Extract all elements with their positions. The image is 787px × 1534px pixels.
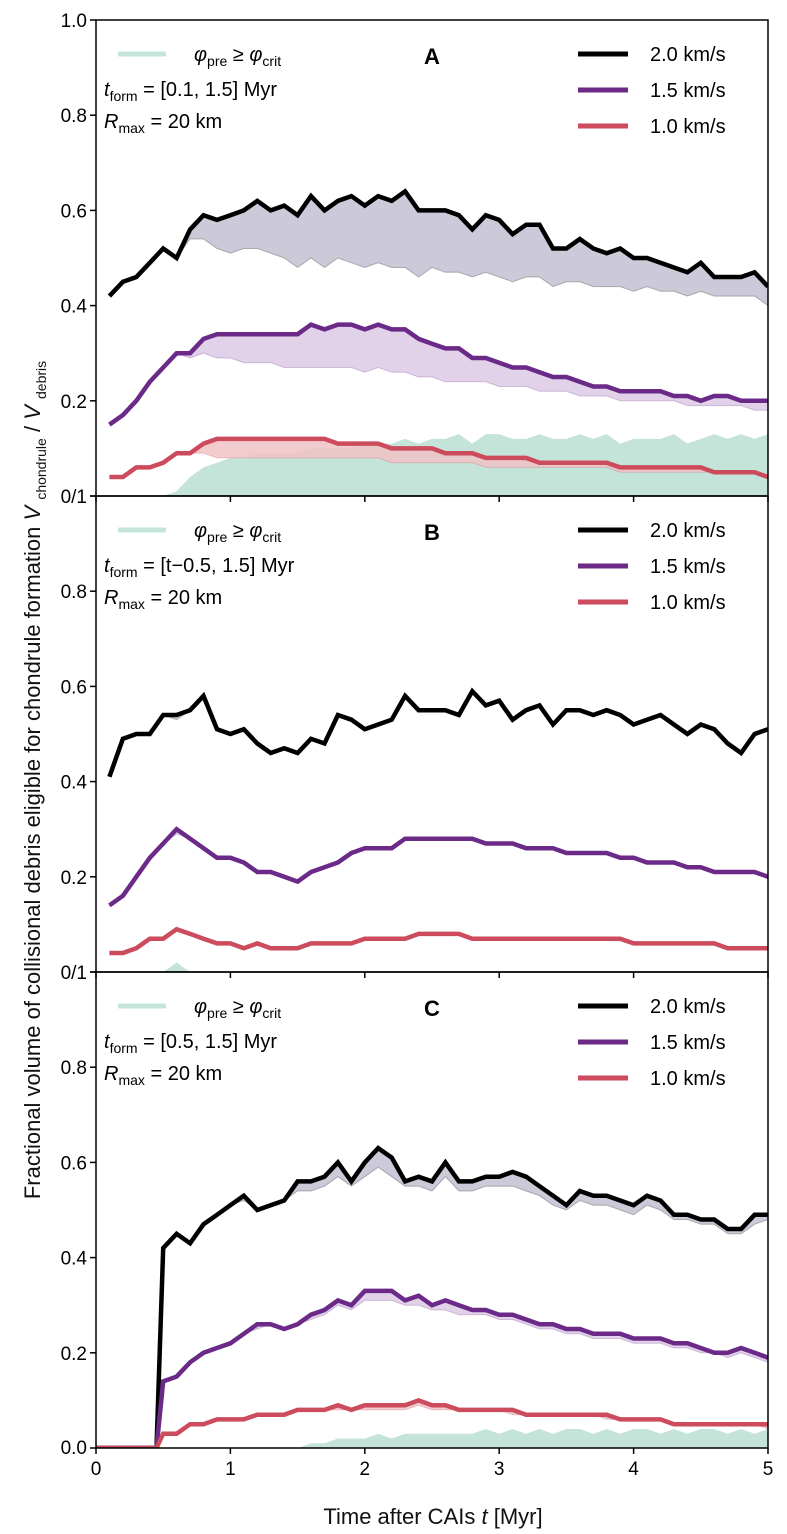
series-line-10-kms: [109, 436, 768, 480]
legend-label-15-kms: 1.5 km/s: [650, 556, 726, 578]
y-tick-label: 0.2: [61, 392, 87, 413]
param-tform: tform = [t−0.5, 1.5] Myr: [104, 555, 295, 580]
y-tick-label: 0.8: [61, 582, 87, 603]
legend-label-10-kms: 1.0 km/s: [650, 1068, 726, 1090]
y-tick-label-junction-bc: 0/1: [61, 963, 87, 984]
panel-letter: A: [424, 44, 440, 69]
y-tick-label: 0.6: [61, 201, 87, 222]
y-tick-label: 0.4: [61, 773, 88, 794]
y-tick-label: 0.6: [61, 677, 87, 698]
legend-label-10-kms: 1.0 km/s: [650, 116, 726, 138]
y-tick-label: 0.4: [61, 297, 88, 318]
legend-label-15-kms: 1.5 km/s: [650, 1032, 726, 1054]
x-tick-label: 0: [91, 1459, 102, 1480]
y-tick-label: 0.8: [61, 106, 87, 127]
series-line-10-kms: [109, 926, 768, 956]
param-rmax: Rmax = 20 km: [104, 587, 222, 612]
y-tick-label: 0.2: [61, 1344, 87, 1365]
x-tick-label: 3: [494, 1459, 505, 1480]
x-axis-title: Time after CAIs t [Myr]: [323, 1504, 542, 1529]
x-tick-label: 1: [225, 1459, 236, 1480]
legend-label-20-kms: 2.0 km/s: [650, 520, 726, 542]
y-tick-label-bottom: 0.0: [61, 1438, 87, 1459]
legend-series: 2.0 km/s 1.5 km/s 1.0 km/s: [566, 510, 766, 666]
panel-frame: [95, 971, 769, 1449]
series-line-10-kms: [96, 1398, 768, 1448]
crit-band-area: [96, 1429, 768, 1448]
crit-band-area: [109, 962, 768, 972]
legend-crit-label: φpre ≥ φcrit: [194, 520, 281, 545]
legend-label-20-kms: 2.0 km/s: [650, 44, 726, 66]
series-line-15-kms: [108, 322, 768, 427]
panel-letter: B: [424, 520, 440, 545]
y-tick-label-junction-ab: 0/1: [61, 487, 87, 508]
series-line-15-kms: [96, 1288, 768, 1448]
param-rmax: Rmax = 20 km: [104, 1063, 222, 1088]
x-tick-label: 5: [763, 1459, 774, 1480]
y-tick-label: 0.2: [61, 868, 87, 889]
y-tick-label: 0.6: [61, 1153, 87, 1174]
legend-crit-label: φpre ≥ φcrit: [194, 44, 281, 69]
legend-crit: φpre ≥ φcrit: [118, 996, 281, 1021]
legend-crit-label: φpre ≥ φcrit: [194, 996, 281, 1021]
x-tick-label: 4: [628, 1459, 639, 1480]
y-tick-label-top: 1.0: [61, 11, 87, 32]
y-tick-label: 0.8: [61, 1058, 87, 1079]
y-axis-title: Fractional volume of collisional debris …: [20, 361, 51, 1199]
series-line-20-kms: [96, 1145, 768, 1448]
param-tform: tform = [0.1, 1.5] Myr: [104, 79, 277, 104]
legend-series: 2.0 km/s 1.5 km/s 1.0 km/s: [566, 986, 766, 1142]
crit-band-area: [109, 434, 768, 496]
param-tform: tform = [0.5, 1.5] Myr: [104, 1031, 277, 1056]
series-line-15-kms: [108, 826, 768, 908]
y-tick-label: 0.4: [61, 1249, 88, 1270]
legend-label-20-kms: 2.0 km/s: [650, 996, 726, 1018]
series-line-20-kms: [107, 687, 768, 778]
series-line-20-kms: [107, 188, 768, 298]
legend-crit: φpre ≥ φcrit: [118, 520, 281, 545]
legend-crit: φpre ≥ φcrit: [118, 44, 281, 69]
legend-series: 2.0 km/s 1.5 km/s 1.0 km/s: [566, 34, 766, 190]
param-rmax: Rmax = 20 km: [104, 111, 222, 136]
x-tick-label: 2: [360, 1459, 371, 1480]
legend-label-10-kms: 1.0 km/s: [650, 592, 726, 614]
panel-letter: C: [424, 996, 440, 1021]
legend-label-15-kms: 1.5 km/s: [650, 80, 726, 102]
